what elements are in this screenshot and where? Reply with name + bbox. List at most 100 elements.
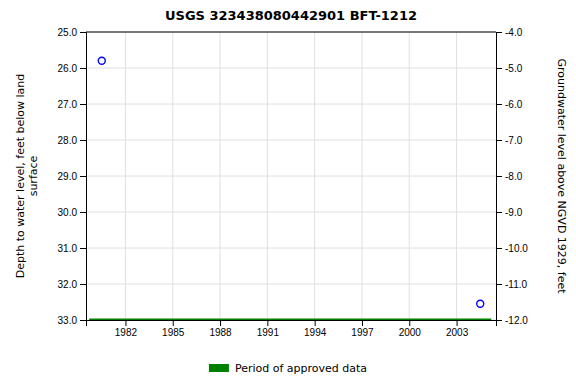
tick-mark bbox=[496, 176, 502, 177]
tick-label: 1985 bbox=[162, 327, 185, 338]
legend-swatch bbox=[209, 364, 229, 372]
point bbox=[477, 300, 484, 307]
tick-label: -12.0 bbox=[505, 315, 528, 326]
tick: 2003 bbox=[446, 320, 469, 338]
tick: -6.0 bbox=[496, 99, 523, 110]
tick: 33.0 bbox=[58, 315, 86, 326]
tick: -10.0 bbox=[496, 243, 528, 254]
grid-line bbox=[86, 248, 496, 249]
tick: -7.0 bbox=[496, 135, 523, 146]
tick-mark bbox=[496, 32, 502, 33]
tick-mark bbox=[80, 248, 86, 249]
tick: 31.0 bbox=[58, 243, 86, 254]
tick-label: 31.0 bbox=[58, 243, 78, 254]
tick-label: 2003 bbox=[446, 327, 469, 338]
tick-mark bbox=[315, 320, 316, 326]
tick-label: 2000 bbox=[399, 327, 422, 338]
point bbox=[98, 57, 105, 64]
tick-label: -7.0 bbox=[505, 135, 523, 146]
tick-mark bbox=[173, 320, 174, 326]
axis-line bbox=[497, 33, 503, 321]
tick: -9.0 bbox=[496, 207, 523, 218]
tick-mark bbox=[496, 320, 502, 321]
tick-label: 33.0 bbox=[58, 315, 78, 326]
tick-mark bbox=[496, 68, 502, 69]
legend: Period of approved data bbox=[209, 362, 367, 375]
tick-mark bbox=[220, 320, 221, 326]
tick: 1988 bbox=[209, 320, 232, 338]
y2-axis: -4.0 -5.0 -6.0 -7.0 -8.0 -9.0 -10.0 -11.0 -12.0 bbox=[496, 27, 528, 326]
chart: 1982 1985 1988 1991 1994 1997 2000 2003 25.0 26.0… bbox=[0, 0, 576, 384]
grid-line bbox=[86, 284, 496, 285]
tick-mark bbox=[80, 320, 86, 321]
tick-label: -10.0 bbox=[505, 243, 528, 254]
tick-label: -5.0 bbox=[505, 63, 523, 74]
tick: -8.0 bbox=[496, 171, 523, 182]
y2-axis-label: Groundwater level above NGVD 1929, feet bbox=[555, 58, 568, 294]
tick: 27.0 bbox=[58, 99, 86, 110]
tick: -5.0 bbox=[496, 63, 523, 74]
tick-mark bbox=[362, 320, 363, 326]
axis-line bbox=[80, 33, 87, 321]
tick-mark bbox=[80, 140, 86, 141]
grid bbox=[86, 32, 496, 320]
tick-mark bbox=[125, 320, 126, 326]
tick-label: 1997 bbox=[351, 327, 374, 338]
legend-item: Period of approved data bbox=[209, 362, 367, 375]
tick-label: 25.0 bbox=[58, 27, 78, 38]
tick: 1985 bbox=[162, 320, 185, 338]
grid-line bbox=[86, 140, 496, 141]
tick: 1994 bbox=[304, 320, 327, 338]
tick-mark bbox=[80, 104, 86, 105]
tick: 29.0 bbox=[58, 171, 86, 182]
tick-mark bbox=[496, 140, 502, 141]
tick: 30.0 bbox=[58, 207, 86, 218]
legend-label: Period of approved data bbox=[235, 362, 367, 375]
tick-label: -9.0 bbox=[505, 207, 523, 218]
frame-line bbox=[86, 32, 496, 33]
tick-label: 27.0 bbox=[58, 99, 78, 110]
tick: 26.0 bbox=[58, 63, 86, 74]
tick-label: 1988 bbox=[209, 327, 232, 338]
y-axis: 25.0 26.0 27.0 28.0 29.0 30.0 31.0 32.0 33.0 bbox=[58, 27, 87, 326]
tick-label: -6.0 bbox=[505, 99, 523, 110]
plot-area bbox=[89, 57, 491, 320]
grid-line bbox=[86, 68, 496, 69]
tick: 2000 bbox=[399, 320, 422, 338]
tick: 28.0 bbox=[58, 135, 86, 146]
tick-mark bbox=[80, 176, 86, 177]
tick: -12.0 bbox=[496, 315, 528, 326]
tick-label: 1991 bbox=[257, 327, 280, 338]
tick: 32.0 bbox=[58, 279, 86, 290]
tick-mark bbox=[80, 212, 86, 213]
title: USGS 323438080442901 BFT-1212 bbox=[165, 8, 417, 23]
tick-mark bbox=[80, 68, 86, 69]
tick-mark bbox=[496, 284, 502, 285]
tick-label: 1994 bbox=[304, 327, 327, 338]
tick: -4.0 bbox=[496, 27, 523, 38]
tick-label: 1982 bbox=[115, 327, 138, 338]
tick-mark bbox=[496, 104, 502, 105]
tick: 1997 bbox=[351, 320, 374, 338]
tick-label: -11.0 bbox=[505, 279, 527, 290]
tick-mark bbox=[457, 320, 458, 326]
tick-label: -4.0 bbox=[505, 27, 523, 38]
grid-line bbox=[86, 176, 496, 177]
axis-line bbox=[87, 321, 497, 327]
grid-line bbox=[86, 212, 496, 213]
grid-line bbox=[86, 32, 496, 33]
tick: -11.0 bbox=[496, 279, 527, 290]
tick-mark bbox=[496, 248, 502, 249]
tick-label: 32.0 bbox=[58, 279, 78, 290]
tick: 1991 bbox=[257, 320, 280, 338]
tick-label: 26.0 bbox=[58, 63, 78, 74]
x-axis: 1982 1985 1988 1991 1994 1997 2000 2003 bbox=[87, 320, 497, 338]
tick-label: -8.0 bbox=[505, 171, 523, 182]
tick-label: 30.0 bbox=[58, 207, 78, 218]
tick-label: 28.0 bbox=[58, 135, 78, 146]
y-axis-label: Depth to water level, feet below landsur… bbox=[14, 74, 40, 279]
tick-mark bbox=[80, 32, 86, 33]
tick-mark bbox=[267, 320, 268, 326]
line bbox=[89, 319, 491, 321]
tick: 25.0 bbox=[58, 27, 86, 38]
